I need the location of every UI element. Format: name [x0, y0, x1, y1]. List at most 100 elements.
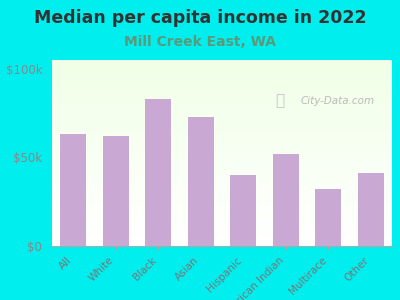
Bar — [315, 189, 342, 246]
Bar — [52, 62, 392, 64]
Bar — [52, 166, 392, 168]
Bar — [52, 184, 392, 187]
Bar — [52, 173, 392, 175]
Bar — [52, 79, 392, 80]
Bar — [52, 211, 392, 212]
Text: City-Data.com: City-Data.com — [300, 96, 374, 106]
Bar — [52, 134, 392, 136]
Bar — [188, 117, 214, 246]
Bar — [52, 242, 392, 244]
Bar — [52, 122, 392, 123]
Text: Mill Creek East, WA: Mill Creek East, WA — [124, 34, 276, 49]
Bar — [52, 75, 392, 77]
Bar — [52, 183, 392, 184]
Bar — [52, 116, 392, 118]
Bar — [52, 188, 392, 190]
Bar — [52, 216, 392, 218]
Bar — [52, 73, 392, 75]
Bar — [52, 114, 392, 116]
Bar — [52, 94, 392, 95]
Bar — [52, 238, 392, 240]
Bar — [52, 97, 392, 99]
Bar — [52, 138, 392, 140]
Bar — [52, 220, 392, 222]
Bar — [272, 154, 299, 246]
Bar — [52, 194, 392, 196]
Bar — [52, 203, 392, 205]
Bar — [52, 181, 392, 183]
Bar — [52, 205, 392, 207]
Bar — [52, 240, 392, 242]
Bar — [52, 140, 392, 142]
Bar — [52, 103, 392, 105]
Bar — [52, 123, 392, 125]
Bar — [230, 175, 256, 246]
Bar — [52, 64, 392, 66]
Bar — [52, 133, 392, 134]
Bar — [52, 170, 392, 172]
Bar — [52, 214, 392, 216]
Bar — [52, 177, 392, 179]
Bar — [52, 106, 392, 108]
Bar — [52, 190, 392, 192]
Bar — [52, 88, 392, 90]
Bar — [52, 155, 392, 157]
Bar — [52, 224, 392, 226]
Text: Median per capita income in 2022: Median per capita income in 2022 — [34, 9, 366, 27]
Bar — [52, 136, 392, 138]
Bar — [52, 222, 392, 224]
Bar — [52, 159, 392, 161]
Bar — [52, 237, 392, 239]
Bar — [52, 68, 392, 69]
Bar — [52, 108, 392, 110]
Bar — [52, 212, 392, 214]
Bar — [52, 229, 392, 231]
Bar — [145, 99, 172, 246]
Bar — [52, 69, 392, 71]
Bar — [52, 233, 392, 235]
Bar — [52, 198, 392, 200]
Bar — [52, 164, 392, 166]
Bar — [52, 71, 392, 73]
Bar — [52, 175, 392, 177]
Bar — [52, 90, 392, 92]
Bar — [52, 66, 392, 68]
Bar — [52, 235, 392, 237]
Bar — [52, 82, 392, 84]
Bar — [52, 196, 392, 198]
Bar — [52, 187, 392, 188]
Bar — [52, 201, 392, 203]
Bar — [52, 125, 392, 127]
Bar — [52, 151, 392, 153]
Bar — [52, 168, 392, 170]
Bar — [52, 86, 392, 88]
Bar — [52, 92, 392, 94]
Bar — [52, 60, 392, 62]
Bar — [52, 119, 392, 122]
Bar — [102, 136, 129, 246]
Bar — [52, 112, 392, 114]
Bar — [52, 209, 392, 211]
Bar — [52, 127, 392, 129]
Bar — [52, 84, 392, 86]
Bar — [52, 101, 392, 103]
Bar — [52, 226, 392, 227]
Bar — [52, 144, 392, 146]
Bar — [358, 173, 384, 246]
Bar — [52, 172, 392, 173]
Bar — [52, 99, 392, 101]
Bar — [60, 134, 86, 246]
Bar — [52, 149, 392, 151]
Bar — [52, 162, 392, 164]
Bar — [52, 207, 392, 209]
Bar — [52, 146, 392, 147]
Bar — [52, 179, 392, 181]
Bar — [52, 110, 392, 112]
Bar — [52, 118, 392, 119]
Bar — [52, 218, 392, 220]
Bar — [52, 192, 392, 194]
Bar — [52, 227, 392, 229]
Bar — [52, 80, 392, 82]
Bar — [52, 131, 392, 133]
Bar — [52, 200, 392, 201]
